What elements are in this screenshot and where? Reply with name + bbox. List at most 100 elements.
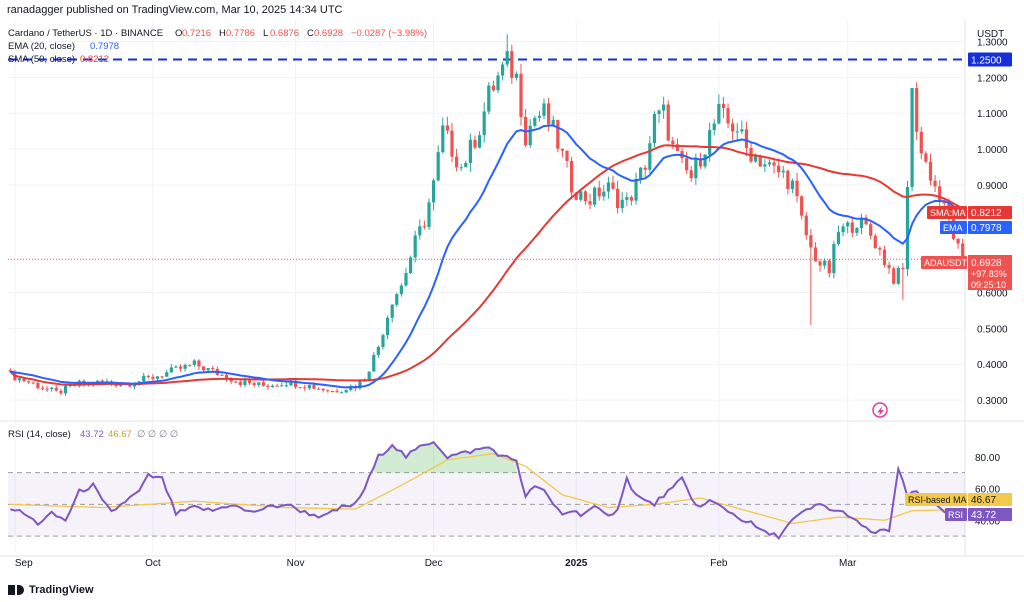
currency-label: USDT (977, 29, 1004, 40)
sma-legend-label: SMA (50, close) (8, 54, 75, 65)
candle-body (40, 388, 45, 390)
candle-body (381, 335, 385, 347)
candle-body (855, 227, 859, 233)
tradingview-brand[interactable]: TradingView (8, 584, 94, 596)
candle-body (547, 103, 551, 125)
time-tick-label: Mar (839, 558, 857, 569)
candle-body (648, 143, 652, 170)
candle-body (528, 125, 532, 146)
price-tick-label: 1.1000 (977, 109, 1008, 120)
candle-body (431, 180, 436, 203)
candle-body (514, 73, 519, 78)
candle-body (399, 285, 403, 295)
candle-body (482, 111, 486, 136)
candle-body (335, 391, 339, 393)
ema-legend-label: EMA (20, close) (8, 41, 75, 52)
candle-body (657, 110, 661, 115)
candle-body (611, 182, 615, 189)
candle-body (956, 238, 960, 244)
symbol-name-tag-bg (921, 256, 967, 269)
candle-body (261, 382, 265, 386)
candle-body (284, 385, 288, 387)
price-tick-label: 0.4000 (977, 360, 1008, 371)
candle-body (45, 388, 49, 390)
resistance-price-tag: 1.2500 (971, 55, 1002, 66)
candle-body (583, 191, 588, 202)
candle-body (740, 129, 744, 132)
candle-body (850, 222, 854, 233)
candle-body (933, 180, 937, 187)
resistance-price-tag-bg (968, 52, 1012, 67)
symbol-name-tag: ADAUSDT (924, 258, 968, 268)
candle-body (27, 381, 31, 383)
rsi-ma-value-tag: 46.67 (971, 495, 996, 506)
candle-body (813, 247, 818, 262)
ohlc-key: H (219, 28, 226, 39)
candle-body (413, 235, 417, 258)
candle-body (275, 385, 279, 387)
candle-body (846, 222, 850, 227)
sma-legend-value: 0.8212 (80, 54, 109, 65)
candle-body (307, 385, 311, 389)
candle-body (533, 117, 537, 126)
candle-body (859, 217, 864, 228)
candle-body (579, 191, 583, 200)
candle-body (938, 186, 942, 202)
candle-body (919, 131, 923, 154)
candle-body (146, 375, 150, 377)
brand-label: TradingView (29, 584, 94, 596)
candle-body (151, 376, 155, 379)
candle-body (882, 249, 887, 265)
sma-name-tag-bg (927, 206, 967, 219)
candle-body (477, 135, 482, 148)
candle-body (708, 130, 712, 155)
candle-body (565, 150, 569, 162)
publisher-text: ranadagger published on TradingView.com,… (7, 4, 343, 16)
rsi-ma-name-tag: RSI-based MA (908, 495, 967, 505)
candle-body (500, 64, 505, 76)
candle-body (358, 380, 362, 389)
rsi-legend-extra: ∅ ∅ ∅ ∅ (137, 429, 178, 440)
candle-body (901, 267, 905, 270)
pct-change-label: +97.83% (971, 269, 1007, 279)
candle-body (910, 88, 914, 187)
candle-body (731, 123, 735, 132)
candle-body (818, 261, 822, 266)
candle-body (155, 376, 160, 379)
candle-body (662, 104, 666, 111)
candle-body (767, 162, 772, 165)
rsi-name-tag: RSI (948, 510, 963, 520)
ohlc-value: 0.7786 (226, 28, 255, 39)
candle-body (298, 387, 302, 389)
candle-body (491, 85, 496, 91)
candle-body (551, 119, 555, 125)
candle-body (560, 148, 565, 151)
candle-body (330, 390, 334, 392)
price-tick-label: 0.3000 (977, 396, 1008, 407)
candle-body (703, 154, 707, 167)
candle-body (570, 161, 574, 193)
candle-body (836, 232, 841, 244)
candle-body (510, 51, 514, 78)
ohlc-value: 0.6876 (270, 28, 299, 39)
candle-body (928, 161, 933, 181)
candle-body (303, 387, 307, 389)
publisher-credit: ranadagger published on TradingView.com,… (7, 4, 343, 16)
candle-body (395, 294, 399, 305)
candle-body (726, 108, 730, 124)
candle-body (339, 392, 344, 394)
candle-body (8, 370, 12, 372)
candle-body (827, 260, 831, 274)
candle-body (915, 88, 919, 132)
candle-body (597, 187, 601, 197)
candle-body (197, 360, 201, 367)
candle-body (63, 385, 68, 394)
sma-name-tag: SMA:MA (930, 208, 966, 218)
ohlc-value: 0.6928 (314, 28, 343, 39)
candle-body (625, 197, 629, 200)
candle-body (717, 103, 721, 124)
candle-body (169, 367, 173, 373)
price-tick-label: 0.9000 (977, 181, 1008, 192)
candle-body (639, 167, 643, 179)
